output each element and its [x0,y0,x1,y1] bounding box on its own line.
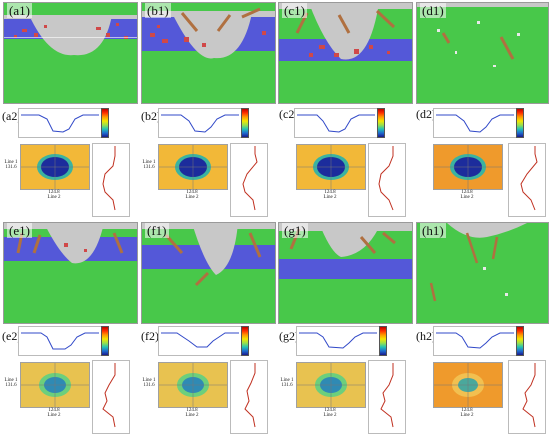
panel-f1: (f1) [141,222,276,324]
colorbar [516,326,524,356]
panel-label: (c1) [282,3,307,18]
line1-label: Line 1 131.6 [280,378,294,388]
line2-label: 124.8 Line 2 [185,190,199,200]
depth-profile [18,326,102,356]
atomistic-snapshot-g1 [279,223,412,323]
colorbar [241,108,249,138]
line2-label: 124.8 Line 2 [460,190,474,200]
side-profile [230,360,268,434]
atomistic-snapshot-a1 [4,3,137,103]
panel-label: (g2) [279,329,299,343]
side-profile [368,143,406,217]
depth-profile [158,108,242,138]
panel-label: (g1) [282,223,308,238]
depth-profile [158,326,242,356]
panel-label: (e1) [7,223,32,238]
line2-label: 124.8 Line 2 [47,408,61,418]
side-profile [92,360,130,434]
colorbar [101,108,109,138]
atomistic-snapshot-h1 [417,223,548,323]
line2-label: 124.8 Line 2 [460,408,474,418]
panel-b1: (b1) [141,2,276,104]
colorbar [101,326,109,356]
side-profile [92,143,130,217]
side-profile [508,143,546,217]
panel-label: (c2) [279,107,299,121]
line2-label: 124.8 Line 2 [185,408,199,418]
panel-label: (b1) [145,3,171,18]
panel-a1: (a1) [3,2,138,104]
panel-label: (a1) [7,3,32,18]
line1-label: Line 1 131.6 [142,378,156,388]
line1-label: Line 1 131.6 [4,378,18,388]
panel-label: (h1) [420,223,446,238]
atomistic-snapshot-f1 [142,223,275,323]
depth-profile [294,108,378,138]
panel-label: (h2) [416,329,436,343]
height-map [20,362,90,408]
colorbar [379,326,387,356]
colorbar [516,108,524,138]
depth-profile [18,108,102,138]
height-map [296,144,366,190]
side-profile [508,360,546,434]
colorbar [377,108,385,138]
panel-h1: (h1) [416,222,549,324]
height-map [433,362,503,408]
atomistic-snapshot-c1 [279,3,412,103]
line2-label: 124.8 Line 2 [47,190,61,200]
height-map [158,144,228,190]
side-profile [230,143,268,217]
panel-label: (f1) [145,223,169,238]
panel-label: (d2) [416,107,436,121]
panel-label: (e2) [2,329,22,343]
line1-label: Line 1 131.6 [142,160,156,170]
panel-d1: (d1) [416,2,549,104]
side-profile [368,360,406,434]
line1-label: Line 1 131.6 [4,160,18,170]
atomistic-snapshot-b1 [142,3,275,103]
panel-e1: (e1) [3,222,138,324]
panel-label: (d1) [420,3,446,18]
panel-c1: (c1) [278,2,413,104]
line2-label: 124.8 Line 2 [323,408,337,418]
depth-profile [296,326,380,356]
height-map [433,144,503,190]
panel-label: (b2) [141,109,161,123]
height-map [20,144,90,190]
panel-g1: (g1) [278,222,413,324]
depth-profile [433,326,517,356]
colorbar [241,326,249,356]
panel-label: (f2) [141,329,159,343]
height-map [296,362,366,408]
panel-label: (a2) [2,109,22,123]
line2-label: 124.8 Line 2 [323,190,337,200]
depth-profile [433,108,517,138]
height-map [158,362,228,408]
atomistic-snapshot-d1 [417,3,548,103]
atomistic-snapshot-e1 [4,223,137,323]
